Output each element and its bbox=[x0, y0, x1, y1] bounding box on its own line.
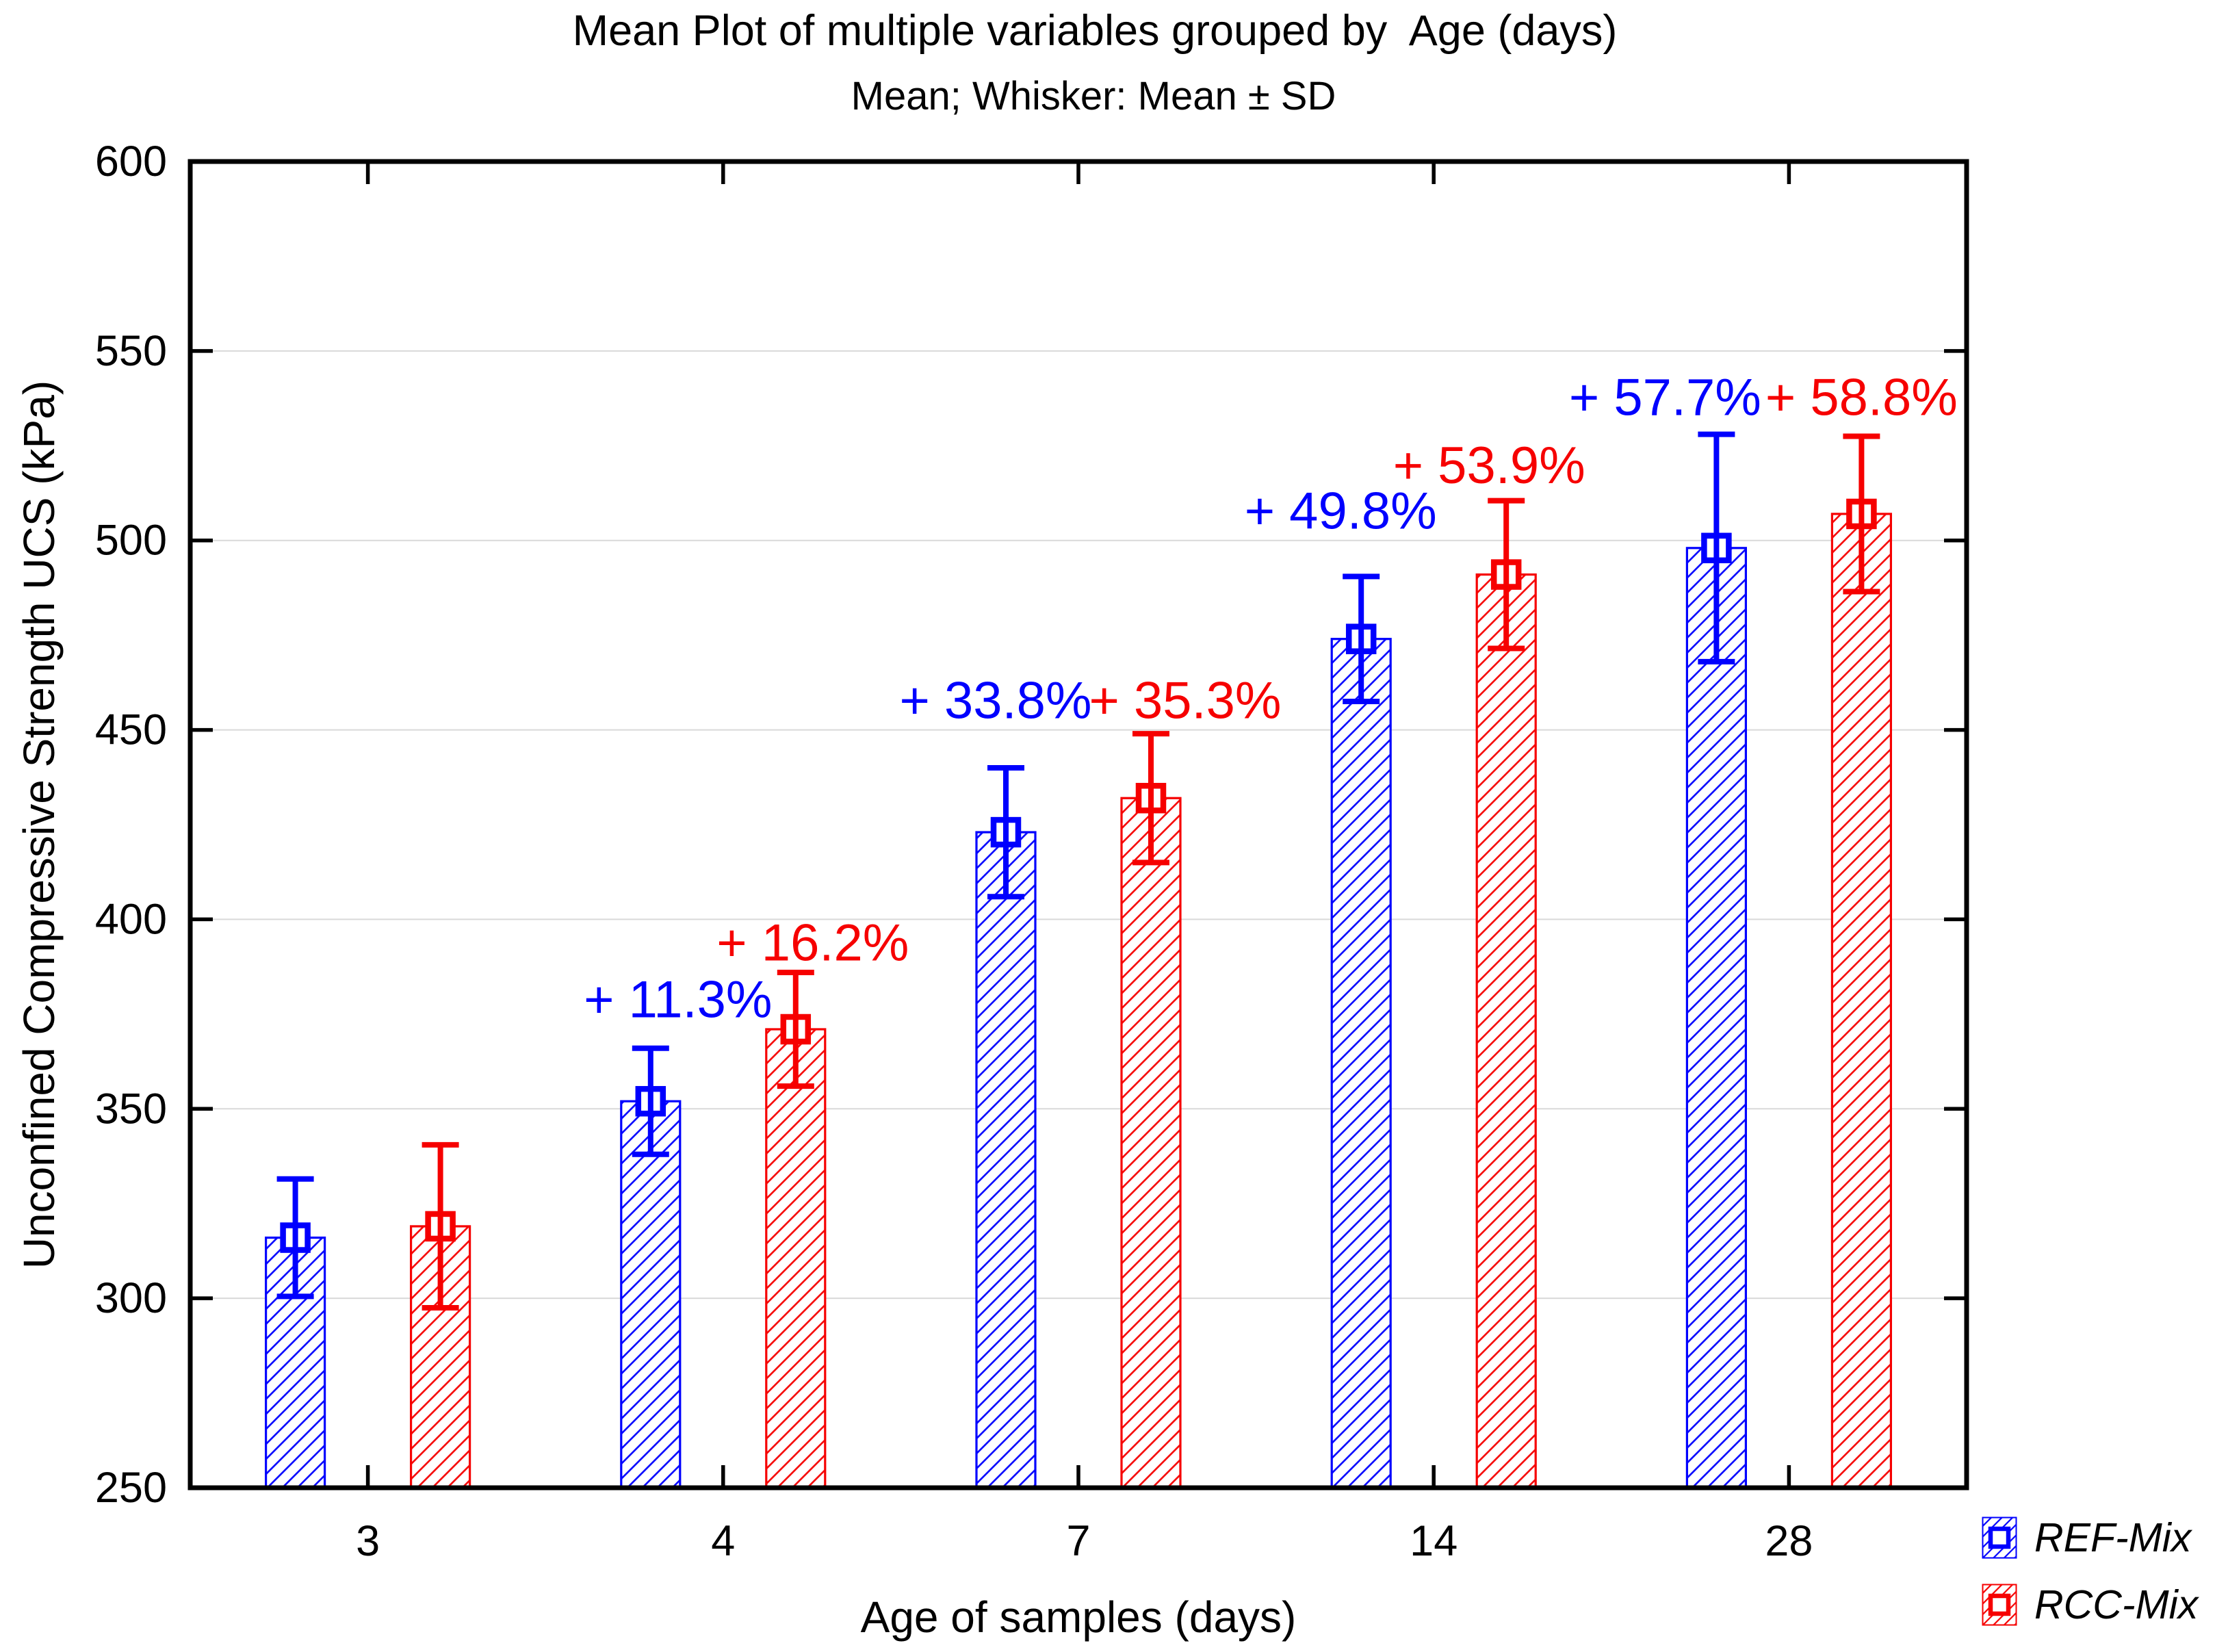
y-tick-label-550: 550 bbox=[95, 327, 167, 375]
mean-marker bbox=[990, 816, 1022, 848]
annotation-49.8: + 49.8% bbox=[1245, 482, 1437, 540]
plot-frame bbox=[187, 159, 1969, 1490]
chart-subtitle: Mean; Whisker: Mean ± SD bbox=[851, 74, 1336, 118]
x-tick-label-7: 7 bbox=[1066, 1517, 1090, 1565]
bar-ref-mix-age7 bbox=[975, 831, 1037, 1489]
y-tick-label-600: 600 bbox=[95, 138, 167, 185]
legend: REF-Mix RCC-Mix bbox=[1982, 1517, 2198, 1651]
annotation-33.8: + 33.8% bbox=[900, 671, 1092, 730]
mean-marker bbox=[1701, 532, 1732, 564]
bar-rcc-mix-age14 bbox=[1475, 573, 1537, 1489]
mean-marker bbox=[280, 1222, 311, 1253]
annotation-53.9: + 53.9% bbox=[1393, 437, 1585, 495]
legend-label-rcc: RCC-Mix bbox=[2034, 1582, 2199, 1627]
bar-rcc-mix-age28 bbox=[1830, 513, 1892, 1489]
bar-rcc-mix-age7 bbox=[1120, 797, 1182, 1489]
mean-marker bbox=[425, 1211, 456, 1242]
bar-ref-mix-age14 bbox=[1330, 638, 1392, 1489]
y-tick-label-300: 300 bbox=[95, 1274, 167, 1322]
mean-marker bbox=[1345, 623, 1377, 654]
mean-marker bbox=[780, 1014, 812, 1045]
y-tick-label-450: 450 bbox=[95, 706, 167, 754]
mean-marker bbox=[635, 1085, 666, 1117]
y-tick-label-400: 400 bbox=[95, 895, 167, 943]
mean-marker bbox=[1846, 498, 1877, 530]
y-tick-label-250: 250 bbox=[95, 1464, 167, 1512]
annotation-35.3: + 35.3% bbox=[1089, 671, 1282, 730]
annotation-16.2: + 16.2% bbox=[716, 914, 909, 972]
bar-ref-mix-age28 bbox=[1685, 547, 1747, 1489]
legend-swatch-ref-icon bbox=[1982, 1517, 2017, 1559]
bar-rcc-mix-age4 bbox=[765, 1028, 827, 1489]
bar-ref-mix-age4 bbox=[620, 1100, 682, 1489]
x-tick-label-28: 28 bbox=[1765, 1517, 1813, 1565]
mean-marker bbox=[1490, 559, 1522, 590]
chart-title: Mean Plot of multiple variables grouped … bbox=[572, 7, 1618, 55]
x-tick-label-14: 14 bbox=[1410, 1517, 1458, 1565]
y-tick-label-350: 350 bbox=[95, 1085, 167, 1133]
annotation-57.7: + 57.7% bbox=[1569, 368, 1761, 426]
x-tick-label-4: 4 bbox=[711, 1517, 735, 1565]
x-tick-label-3: 3 bbox=[356, 1517, 380, 1565]
y-tick-label-500: 500 bbox=[95, 517, 167, 565]
x-axis-title: Age of samples (days) bbox=[860, 1592, 1297, 1642]
legend-swatch-rcc-icon bbox=[1982, 1584, 2017, 1626]
legend-label-ref: REF-Mix bbox=[2034, 1514, 2192, 1560]
legend-item-ref: REF-Mix bbox=[1982, 1517, 2198, 1559]
annotation-58.8: + 58.8% bbox=[1765, 368, 1958, 426]
legend-item-rcc: RCC-Mix bbox=[1982, 1584, 2198, 1626]
mean-marker bbox=[1135, 782, 1167, 814]
annotation-11.3: + 11.3% bbox=[584, 971, 772, 1029]
